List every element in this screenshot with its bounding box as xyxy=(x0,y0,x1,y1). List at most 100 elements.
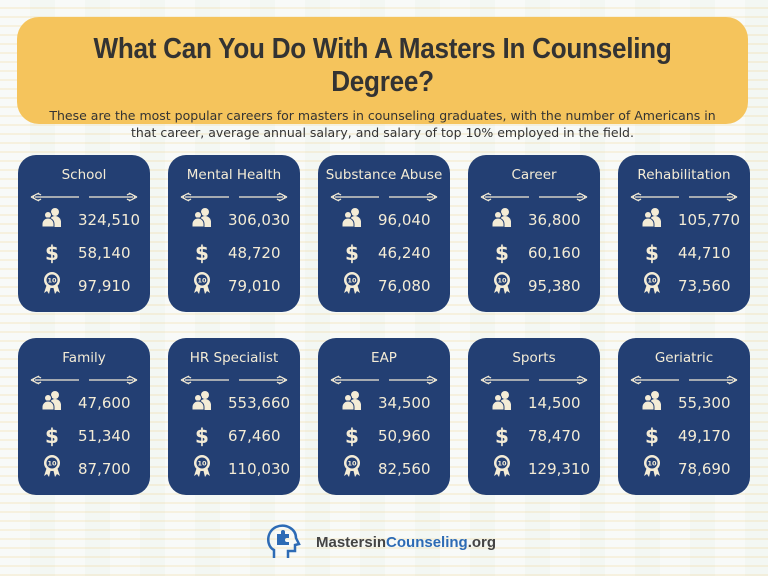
employed-value: 55,300 xyxy=(678,393,731,412)
employed-value: 96,040 xyxy=(378,210,431,229)
people-icon xyxy=(490,207,514,232)
dollar-icon: $ xyxy=(195,423,209,448)
top10-row: 10 78,690 xyxy=(618,452,750,485)
dollar-icon: $ xyxy=(495,240,509,265)
svg-text:10: 10 xyxy=(197,277,207,285)
dollar-icon: $ xyxy=(45,423,59,448)
top10-row: 10 79,010 xyxy=(168,269,300,302)
career-card: Mental Health 306,030 $48,720 10 79,010 xyxy=(168,155,300,312)
award-ribbon-icon: 10 xyxy=(490,454,514,483)
salary-value: 46,240 xyxy=(378,243,431,262)
career-title: Rehabilitation xyxy=(637,167,731,183)
employed-row: 36,800 xyxy=(468,203,600,236)
salary-value: 60,160 xyxy=(528,243,581,262)
dollar-icon: $ xyxy=(645,240,659,265)
award-ribbon-icon: 10 xyxy=(340,271,364,300)
leaf-divider xyxy=(318,191,450,203)
award-ribbon-icon: 10 xyxy=(640,454,664,483)
employed-value: 47,600 xyxy=(78,393,131,412)
top10-row: 10 129,310 xyxy=(468,452,600,485)
career-title: Sports xyxy=(512,350,556,366)
employed-value: 306,030 xyxy=(228,210,291,229)
award-ribbon-icon: 10 xyxy=(640,271,664,300)
top10-value: 79,010 xyxy=(228,276,281,295)
salary-value: 78,470 xyxy=(528,426,581,445)
top10-value: 87,700 xyxy=(78,459,131,478)
logo-text: MastersinCounseling.org xyxy=(316,533,497,551)
career-card: Sports 14,500 $78,470 10 129,310 xyxy=(468,338,600,495)
dollar-icon: $ xyxy=(495,423,509,448)
salary-row: $50,960 xyxy=(318,419,450,452)
employed-value: 553,660 xyxy=(228,393,291,412)
employed-value: 105,770 xyxy=(678,210,741,229)
top10-value: 110,030 xyxy=(228,459,291,478)
career-card: HR Specialist 553,660 $67,460 10 110,030 xyxy=(168,338,300,495)
salary-value: 50,960 xyxy=(378,426,431,445)
career-title: Career xyxy=(511,167,557,183)
top10-row: 10 95,380 xyxy=(468,269,600,302)
career-card: EAP 34,500 $50,960 10 82,560 xyxy=(318,338,450,495)
employed-row: 306,030 xyxy=(168,203,300,236)
award-ribbon-icon: 10 xyxy=(190,454,214,483)
employed-row: 55,300 xyxy=(618,386,750,419)
leaf-divider xyxy=(318,374,450,386)
career-card: Career 36,800 $60,160 10 95,380 xyxy=(468,155,600,312)
career-card: Substance Abuse 96,040 $46,240 10 76,080 xyxy=(318,155,450,312)
award-ribbon-icon: 10 xyxy=(490,271,514,300)
career-title: Mental Health xyxy=(186,167,282,183)
dollar-icon: $ xyxy=(645,423,659,448)
dollar-icon: $ xyxy=(195,240,209,265)
leaf-divider xyxy=(468,374,600,386)
head-puzzle-icon xyxy=(267,524,301,558)
top10-row: 10 110,030 xyxy=(168,452,300,485)
career-card: Rehabilitation 105,770 $44,710 10 73,560 xyxy=(618,155,750,312)
employed-value: 36,800 xyxy=(528,210,581,229)
career-title: School xyxy=(61,167,107,183)
top10-row: 10 82,560 xyxy=(318,452,450,485)
award-ribbon-icon: 10 xyxy=(340,454,364,483)
career-title: EAP xyxy=(371,350,397,366)
career-card: Family 47,600 $51,340 10 87,700 xyxy=(18,338,150,495)
people-icon xyxy=(190,390,214,415)
salary-value: 67,460 xyxy=(228,426,281,445)
leaf-divider xyxy=(618,191,750,203)
svg-text:10: 10 xyxy=(497,460,507,468)
career-card: Geriatric 55,300 $49,170 10 78,690 xyxy=(618,338,750,495)
page-subtitle: These are the most popular careers for m… xyxy=(49,108,716,140)
top10-value: 78,690 xyxy=(678,459,731,478)
employed-row: 105,770 xyxy=(618,203,750,236)
salary-row: $48,720 xyxy=(168,236,300,269)
employed-row: 96,040 xyxy=(318,203,450,236)
award-ribbon-icon: 10 xyxy=(40,454,64,483)
site-logo[interactable]: MastersinCounseling.org xyxy=(262,522,496,562)
leaf-divider xyxy=(18,191,150,203)
salary-row: $44,710 xyxy=(618,236,750,269)
career-title: Geriatric xyxy=(654,350,714,366)
salary-value: 48,720 xyxy=(228,243,281,262)
svg-text:10: 10 xyxy=(47,460,57,468)
top10-row: 10 87,700 xyxy=(18,452,150,485)
top10-value: 129,310 xyxy=(528,459,591,478)
salary-row: $58,140 xyxy=(18,236,150,269)
svg-text:10: 10 xyxy=(647,460,657,468)
career-title: Substance Abuse xyxy=(325,167,443,183)
svg-text:10: 10 xyxy=(47,277,57,285)
employed-row: 14,500 xyxy=(468,386,600,419)
career-title: Family xyxy=(62,350,106,366)
employed-row: 47,600 xyxy=(18,386,150,419)
top10-value: 97,910 xyxy=(78,276,131,295)
dollar-icon: $ xyxy=(345,423,359,448)
leaf-divider xyxy=(618,374,750,386)
people-icon xyxy=(640,390,664,415)
career-title: HR Specialist xyxy=(189,350,279,366)
leaf-divider xyxy=(168,191,300,203)
employed-row: 34,500 xyxy=(318,386,450,419)
people-icon xyxy=(340,390,364,415)
people-icon xyxy=(640,207,664,232)
page-title: What Can You Do With A Masters In Counse… xyxy=(93,33,672,98)
leaf-divider xyxy=(18,374,150,386)
salary-row: $46,240 xyxy=(318,236,450,269)
salary-value: 58,140 xyxy=(78,243,131,262)
top10-value: 73,560 xyxy=(678,276,731,295)
top10-value: 76,080 xyxy=(378,276,431,295)
